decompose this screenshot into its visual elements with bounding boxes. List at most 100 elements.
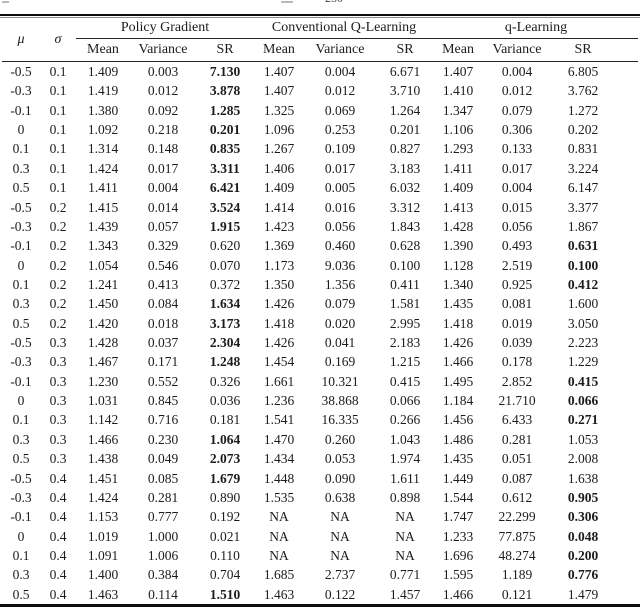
cell-cq-sr: 1.581 — [389, 296, 421, 312]
cell-cq-sr: 0.100 — [389, 257, 421, 273]
cell-ql-variance: 48.274 — [498, 547, 536, 563]
clipped-text-fragment: 250 — [325, 0, 351, 5]
cell-ql-sr: 0.200 — [567, 547, 599, 563]
cell-mu: 0.1 — [12, 141, 30, 157]
cell-pg-sr: 0.192 — [209, 509, 241, 525]
cell-pg-variance: 0.171 — [147, 354, 179, 370]
cell-pg-mean: 1.230 — [87, 373, 119, 389]
cell-ql-sr: 1.272 — [567, 102, 599, 118]
cell-cq-sr: 2.995 — [389, 315, 421, 331]
cell-mu: -0.5 — [10, 470, 32, 486]
cell-pg-variance: 0.057 — [147, 218, 179, 234]
cell-mu: -0.1 — [10, 238, 32, 254]
cell-sigma: 0.4 — [49, 528, 67, 544]
cell-ql-mean: 1.413 — [442, 199, 474, 215]
cell-cq-sr: NA — [395, 528, 415, 544]
subheader-cq-sr: SR — [376, 38, 435, 62]
cell-cq-mean: 1.369 — [263, 238, 295, 254]
cell-pg-sr: 0.835 — [209, 141, 241, 157]
cell-cq-variance: 0.056 — [324, 218, 356, 234]
cell-cq-sr: 6.032 — [389, 180, 421, 196]
cell-spacer — [614, 546, 638, 565]
cell-sigma: 0.1 — [49, 180, 67, 196]
cell-mu: 0.1 — [12, 547, 30, 563]
cell-cq-mean: 1.423 — [263, 218, 295, 234]
cell-pg-sr: 3.524 — [209, 199, 241, 215]
cell-sigma: 0.1 — [49, 122, 67, 138]
cell-pg-variance: 0.384 — [147, 567, 179, 583]
cell-pg-variance: 0.004 — [147, 180, 179, 196]
cell-cq-variance: 0.109 — [324, 141, 356, 157]
cell-pg-sr: 3.173 — [209, 315, 241, 331]
cell-ql-variance: 0.039 — [501, 335, 533, 351]
cell-sigma: 0.3 — [49, 431, 67, 447]
cell-spacer — [614, 101, 638, 120]
cell-cq-variance: 0.016 — [324, 199, 356, 215]
cell-pg-mean: 1.409 — [87, 64, 119, 79]
cell-spacer — [614, 294, 638, 313]
cell-ql-sr: 0.905 — [567, 489, 599, 505]
cell-mu: 0.3 — [12, 431, 30, 447]
cell-mu: 0.5 — [12, 451, 30, 467]
cell-pg-variance: 0.084 — [147, 296, 179, 312]
cell-ql-mean: 1.466 — [442, 586, 474, 602]
cell-pg-sr: 0.070 — [209, 257, 241, 273]
cell-ql-sr: 2.223 — [567, 335, 599, 351]
cell-ql-sr: 0.100 — [567, 257, 599, 273]
cell-pg-variance: 0.546 — [147, 257, 179, 273]
table-row: 0.1 0.2 1.241 0.413 0.372 1.350 1.356 0.411 1.34… — [2, 275, 638, 294]
cell-mu: -0.3 — [10, 489, 32, 505]
cell-ql-variance: 6.433 — [501, 412, 533, 428]
table-row: -0.5 0.3 1.428 0.037 2.304 1.426 0.041 2.183 1.4… — [2, 333, 638, 352]
cell-spacer — [614, 256, 638, 275]
table-row: 0.3 0.3 1.466 0.230 1.064 1.470 0.260 1.043 1.48… — [2, 430, 638, 449]
subheader-ql-sr: SR — [552, 38, 615, 62]
cell-ql-sr: 1.867 — [567, 218, 599, 234]
cell-pg-mean: 1.466 — [87, 431, 119, 447]
cell-pg-mean: 1.031 — [87, 393, 119, 409]
group-header-policy-gradient: Policy Gradient — [76, 18, 254, 39]
table-row: -0.3 0.4 1.424 0.281 0.890 1.535 0.638 0.898 1.5… — [2, 488, 638, 507]
cell-cq-mean: 1.350 — [263, 276, 295, 292]
cell-ql-sr: 1.479 — [567, 586, 599, 602]
cell-cq-mean: 1.236 — [263, 393, 295, 409]
cell-mu: -0.3 — [10, 83, 32, 99]
cell-pg-mean: 1.463 — [87, 586, 119, 602]
cell-pg-sr: 1.285 — [209, 102, 241, 118]
cell-mu: 0.1 — [12, 276, 30, 292]
cell-spacer — [614, 314, 638, 333]
table-row: 0.3 0.4 1.400 0.384 0.704 1.685 2.737 0.771 1.59… — [2, 565, 638, 584]
cell-pg-mean: 1.420 — [87, 315, 119, 331]
cell-ql-variance: 0.306 — [501, 122, 533, 138]
cell-sigma: 0.2 — [49, 199, 67, 215]
cell-ql-variance: 22.299 — [498, 509, 536, 525]
cell-ql-sr: 3.224 — [567, 160, 599, 176]
table-row: 0.5 0.1 1.411 0.004 6.421 1.409 0.005 6.032 1.40… — [2, 178, 638, 197]
cell-cq-variance: NA — [330, 547, 350, 563]
cell-mu: -0.1 — [10, 373, 32, 389]
cell-spacer — [614, 198, 638, 217]
cell-ql-mean: 1.128 — [442, 257, 474, 273]
cell-cq-sr: 1.215 — [389, 354, 421, 370]
cell-cq-variance: 0.020 — [324, 315, 356, 331]
cell-cq-mean: 1.426 — [263, 335, 295, 351]
cell-cq-variance: 0.053 — [324, 451, 356, 467]
cell-ql-variance: 0.015 — [501, 199, 533, 215]
cell-sigma: 0.1 — [49, 102, 67, 118]
cell-cq-mean: 1.426 — [263, 296, 295, 312]
cell-cq-sr: 3.710 — [389, 83, 421, 99]
cell-ql-mean: 1.409 — [442, 180, 474, 196]
cell-mu: 0.3 — [12, 160, 30, 176]
cell-ql-variance: 0.612 — [501, 489, 533, 505]
cell-cq-sr: 0.628 — [389, 238, 421, 254]
cell-cq-variance: 0.012 — [324, 83, 356, 99]
cell-cq-variance: 0.005 — [324, 180, 356, 196]
cell-cq-variance: 1.356 — [324, 276, 356, 292]
clipped-text-fragment — [2, 1, 9, 3]
table-row: -0.3 0.2 1.439 0.057 1.915 1.423 0.056 1.843 1.4… — [2, 217, 638, 236]
cell-sigma: 0.2 — [49, 315, 67, 331]
cell-spacer — [614, 81, 638, 100]
cell-pg-variance: 0.148 — [147, 141, 179, 157]
subheader-ql-variance: Variance — [482, 38, 553, 62]
cell-cq-mean: 1.434 — [263, 451, 295, 467]
